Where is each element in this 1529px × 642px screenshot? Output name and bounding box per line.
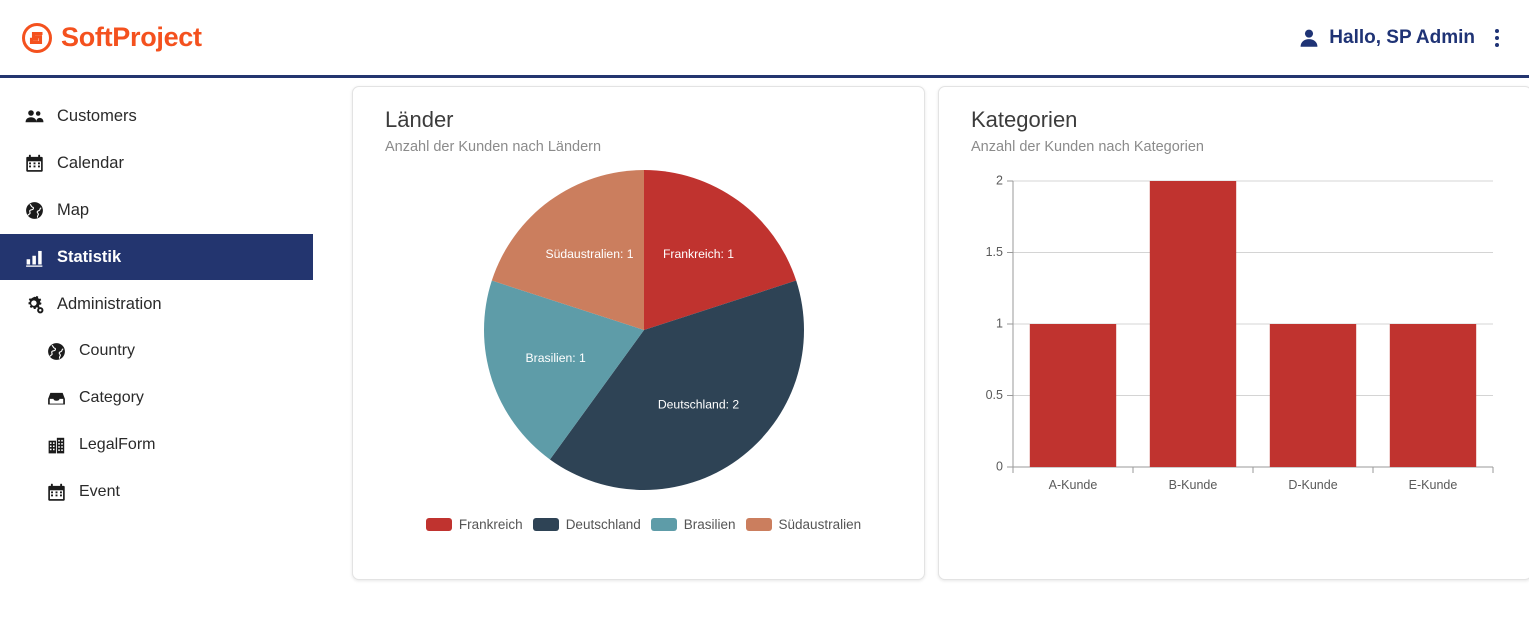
pie-slice-südaustralien[interactable] [491, 170, 644, 330]
y-axis-tick-label: 0 [996, 459, 1003, 473]
user-greeting: Hallo, SP Admin [1329, 26, 1475, 48]
legend-item-brasilien[interactable]: Brasilien [650, 517, 736, 532]
card-countries: Länder Anzahl der Kunden nach Ländern Fr… [352, 86, 925, 580]
brand-logo[interactable]: SoftProject [22, 22, 202, 53]
sidebar-item-label: Administration [57, 294, 162, 313]
legend-swatch [650, 518, 677, 531]
person-icon [1298, 27, 1320, 49]
pie-chart-legend: Frankreich Deutschland Brasilien Südaustral… [385, 517, 902, 532]
sidebar-item-label: Customers [57, 106, 137, 125]
people-icon [24, 106, 45, 127]
legend-swatch [532, 518, 559, 531]
globe-icon [46, 341, 67, 362]
x-axis-tick-label: E-Kunde [1409, 478, 1458, 492]
y-axis-tick-label: 2 [996, 173, 1003, 187]
bar-b-kunde[interactable] [1149, 181, 1237, 467]
sidebar-item-calendar[interactable]: Calendar [0, 140, 340, 186]
sidebar-item-label: Event [79, 483, 120, 500]
pie-slice-label: Deutschland: 2 [657, 397, 739, 411]
pie-slice-deutschland[interactable] [549, 280, 804, 491]
legend-item-südaustralien[interactable]: Südaustralien [745, 517, 862, 532]
softproject-logo-icon [22, 22, 52, 53]
building-icon [46, 435, 67, 456]
kebab-menu-icon[interactable] [1489, 25, 1505, 51]
pie-slice-label: Frankreich: 1 [662, 247, 733, 261]
bar-e-kunde[interactable] [1389, 324, 1477, 467]
sidebar-item-map[interactable]: Map [0, 187, 340, 233]
legend-item-deutschland[interactable]: Deutschland [532, 517, 641, 532]
header-right: Hallo, SP Admin [1298, 25, 1505, 51]
y-axis-tick-label: 1.5 [986, 245, 1003, 259]
kebab-dot [1495, 35, 1499, 40]
sidebar-item-label: Category [79, 389, 144, 406]
calendar-icon [24, 153, 45, 174]
sidebar-item-event[interactable]: Event [0, 469, 340, 515]
pie-slice-label: Südaustralien: 1 [545, 247, 633, 261]
legend-swatch [425, 518, 452, 531]
globe-icon [24, 200, 45, 221]
bar-a-kunde[interactable] [1029, 324, 1117, 467]
sidebar-nav: Customers Calendar Map Statistik Administrat… [0, 78, 340, 642]
calendar-icon [46, 482, 67, 503]
pie-slice-frankreich[interactable] [643, 170, 796, 330]
y-axis-tick-label: 1 [996, 316, 1003, 330]
brand-name: SoftProject [61, 22, 202, 52]
bar-chart: 0 0.5 1 1.5 2 A-Kunde B-Kunde D-Kunde E-Kunde [971, 169, 1509, 509]
user-menu[interactable]: Hallo, SP Admin [1298, 27, 1475, 49]
pie-chart-svg: Frankreich: 1 Deutschland: 2 Brasilien: 1 S… [483, 170, 804, 491]
sidebar-item-label: Calendar [57, 153, 124, 172]
card-categories: Kategorien Anzahl der Kunden nach Katego… [938, 86, 1529, 580]
page-body: Customers Calendar Map Statistik Administrat… [0, 78, 1529, 642]
app-header: SoftProject Hallo, SP Admin [0, 0, 1529, 78]
card-categories-subtitle: Anzahl der Kunden nach Kategorien [971, 139, 1204, 155]
x-axis-tick-label: A-Kunde [1049, 478, 1098, 492]
sidebar-item-category[interactable]: Category [0, 375, 340, 421]
sidebar-item-label: LegalForm [79, 436, 156, 453]
kebab-dot [1495, 42, 1499, 47]
sidebar-item-label: Map [57, 200, 90, 219]
bar-chart-svg: 0 0.5 1 1.5 2 A-Kunde B-Kunde D-Kunde E-Kunde [986, 173, 1494, 492]
sidebar-item-customers[interactable]: Customers [0, 93, 340, 139]
x-axis-tick-label: D-Kunde [1288, 478, 1337, 492]
legend-label: Frankreich [458, 517, 523, 532]
card-countries-title: Länder [385, 107, 454, 132]
kebab-dot [1495, 28, 1499, 33]
pie-slice-brasilien[interactable] [483, 280, 644, 460]
legend-label: Brasilien [683, 517, 736, 532]
sidebar-item-label: Country [79, 342, 136, 359]
bar-chart-icon [24, 247, 45, 268]
card-categories-title: Kategorien [971, 107, 1078, 132]
sidebar-item-country[interactable]: Country [0, 328, 340, 374]
sidebar-item-legalform[interactable]: LegalForm [0, 422, 340, 468]
pie-slice-label: Brasilien: 1 [525, 351, 586, 365]
legend-label: Südaustralien [778, 517, 862, 532]
legend-item-frankreich[interactable]: Frankreich [425, 517, 523, 532]
sidebar-item-statistik[interactable]: Statistik [0, 234, 313, 280]
y-axis-tick-label: 0.5 [986, 388, 1003, 402]
sidebar-item-administration[interactable]: Administration [0, 281, 340, 327]
pie-chart: Frankreich: 1 Deutschland: 2 Brasilien: 1 S… [385, 165, 902, 505]
bar-d-kunde[interactable] [1269, 324, 1357, 467]
legend-swatch [745, 518, 772, 531]
gears-icon [24, 294, 45, 315]
x-axis-tick-label: B-Kunde [1169, 478, 1218, 492]
card-countries-subtitle: Anzahl der Kunden nach Ländern [385, 139, 602, 155]
inbox-icon [46, 388, 67, 409]
main-content: Länder Anzahl der Kunden nach Ländern Fr… [340, 78, 1529, 642]
sidebar-item-label: Statistik [57, 247, 122, 266]
legend-label: Deutschland [565, 517, 641, 532]
